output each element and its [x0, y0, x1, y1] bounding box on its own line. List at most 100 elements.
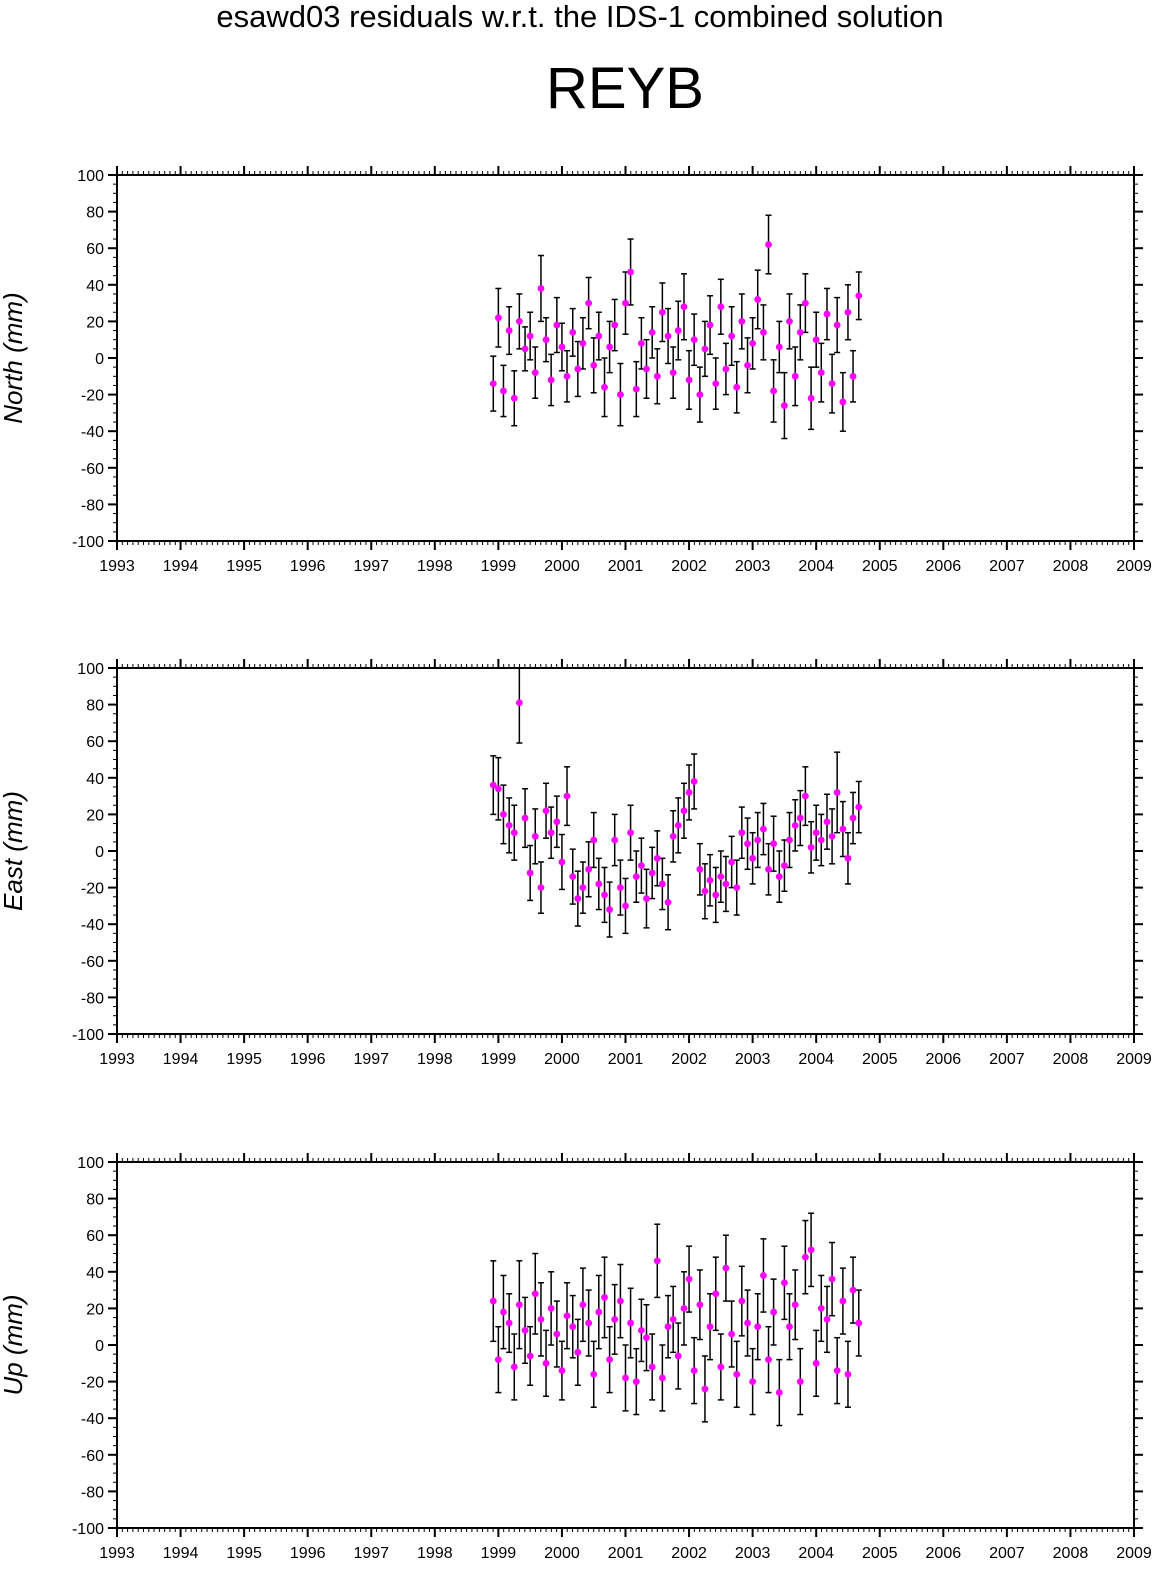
data-point [547, 1305, 555, 1312]
data-point [696, 1301, 704, 1309]
data-point [643, 1334, 650, 1342]
data-layer [489, 214, 863, 440]
data-point [712, 891, 720, 899]
data-point [505, 821, 513, 829]
data-point [569, 328, 577, 336]
data-point [849, 372, 857, 380]
data-point [632, 385, 640, 393]
data-point [553, 1330, 561, 1338]
data-point [595, 1308, 603, 1316]
data-point [664, 898, 672, 906]
data-point [728, 1330, 736, 1338]
x-tick-label: 2006 [926, 1051, 962, 1068]
data-point [791, 821, 799, 829]
data-point [653, 1257, 661, 1265]
y-tick-label: 40 [86, 1265, 104, 1282]
data-point [844, 308, 852, 316]
y-tick-label: 0 [95, 1338, 104, 1355]
data-point [489, 380, 497, 388]
data-point [712, 1290, 720, 1298]
x-tick-label: 2005 [862, 1545, 898, 1562]
data-point [505, 1319, 513, 1327]
data-point [717, 873, 725, 881]
data-point [849, 814, 857, 822]
data-point [823, 310, 831, 318]
data-point [823, 818, 831, 826]
data-point [855, 292, 863, 300]
data-point [669, 369, 677, 377]
data-point [744, 840, 751, 848]
data-point [812, 829, 820, 837]
data-point [754, 1323, 762, 1331]
data-point [844, 854, 852, 862]
data-point [510, 394, 518, 402]
data-point [531, 832, 539, 840]
data-point [590, 361, 598, 369]
x-tick-label: 1994 [163, 1545, 199, 1562]
y-tick-label: 80 [86, 205, 104, 222]
x-tick-label: 1999 [481, 558, 517, 575]
data-point [796, 328, 804, 336]
x-tick-label: 2003 [735, 1051, 771, 1068]
data-point [786, 318, 793, 325]
data-point [812, 336, 820, 344]
data-point [574, 895, 582, 902]
x-tick-label: 1998 [417, 558, 453, 575]
x-tick-label: 2008 [1053, 1545, 1089, 1562]
data-point [807, 394, 815, 402]
data-point [617, 884, 624, 891]
x-tick-label: 2005 [862, 1051, 898, 1068]
data-point [770, 1308, 778, 1316]
data-point [494, 785, 502, 793]
data-point [521, 1326, 529, 1334]
data-point [738, 1297, 746, 1305]
data-point [558, 858, 566, 866]
data-point [807, 843, 815, 851]
x-tick-label: 2004 [798, 1051, 834, 1068]
data-point [537, 884, 545, 891]
data-point [653, 854, 661, 862]
data-point [579, 1301, 587, 1309]
x-tick-label: 1993 [99, 558, 135, 575]
data-point [563, 792, 571, 800]
data-point [563, 372, 571, 380]
data-point [754, 296, 762, 303]
data-point [611, 1315, 619, 1323]
x-tick-label: 1995 [226, 558, 262, 575]
north-panel: 1993 1994 1995 1996 1997 1998 1999 2000 2001 2002… [0, 166, 1152, 575]
data-point [515, 318, 523, 325]
data-point [765, 241, 772, 248]
data-point [617, 1297, 624, 1305]
data-point [574, 365, 582, 373]
x-tick-label: 1993 [99, 1051, 135, 1068]
x-tick-label: 2009 [1116, 558, 1152, 575]
data-point [563, 1312, 571, 1320]
data-point [569, 1323, 577, 1331]
east-panel: 1993 1994 1995 1996 1997 1998 1999 2000 2001 2002… [0, 659, 1152, 1068]
x-tick-label: 1993 [99, 1545, 135, 1562]
data-point [685, 789, 693, 796]
data-point [553, 321, 561, 329]
y-tick-label: -60 [81, 954, 104, 971]
y-tick-label: -100 [72, 1521, 104, 1538]
data-point [855, 803, 863, 811]
data-point [617, 391, 624, 398]
plot-frame [116, 667, 1135, 1035]
data-point [569, 873, 577, 881]
data-point [627, 829, 634, 837]
x-tick-label: 2001 [608, 558, 644, 575]
x-tick-label: 2008 [1053, 558, 1089, 575]
data-point [754, 836, 762, 844]
data-point [690, 778, 698, 785]
data-point [812, 1359, 820, 1367]
data-point [632, 873, 640, 881]
data-point [521, 345, 529, 353]
data-point [680, 1305, 688, 1312]
data-point [585, 299, 593, 307]
data-point [606, 343, 614, 351]
x-tick-label: 1999 [481, 1545, 517, 1562]
data-point [611, 836, 619, 844]
data-point [674, 1352, 682, 1360]
data-point [744, 361, 751, 369]
data-point [817, 1305, 825, 1312]
